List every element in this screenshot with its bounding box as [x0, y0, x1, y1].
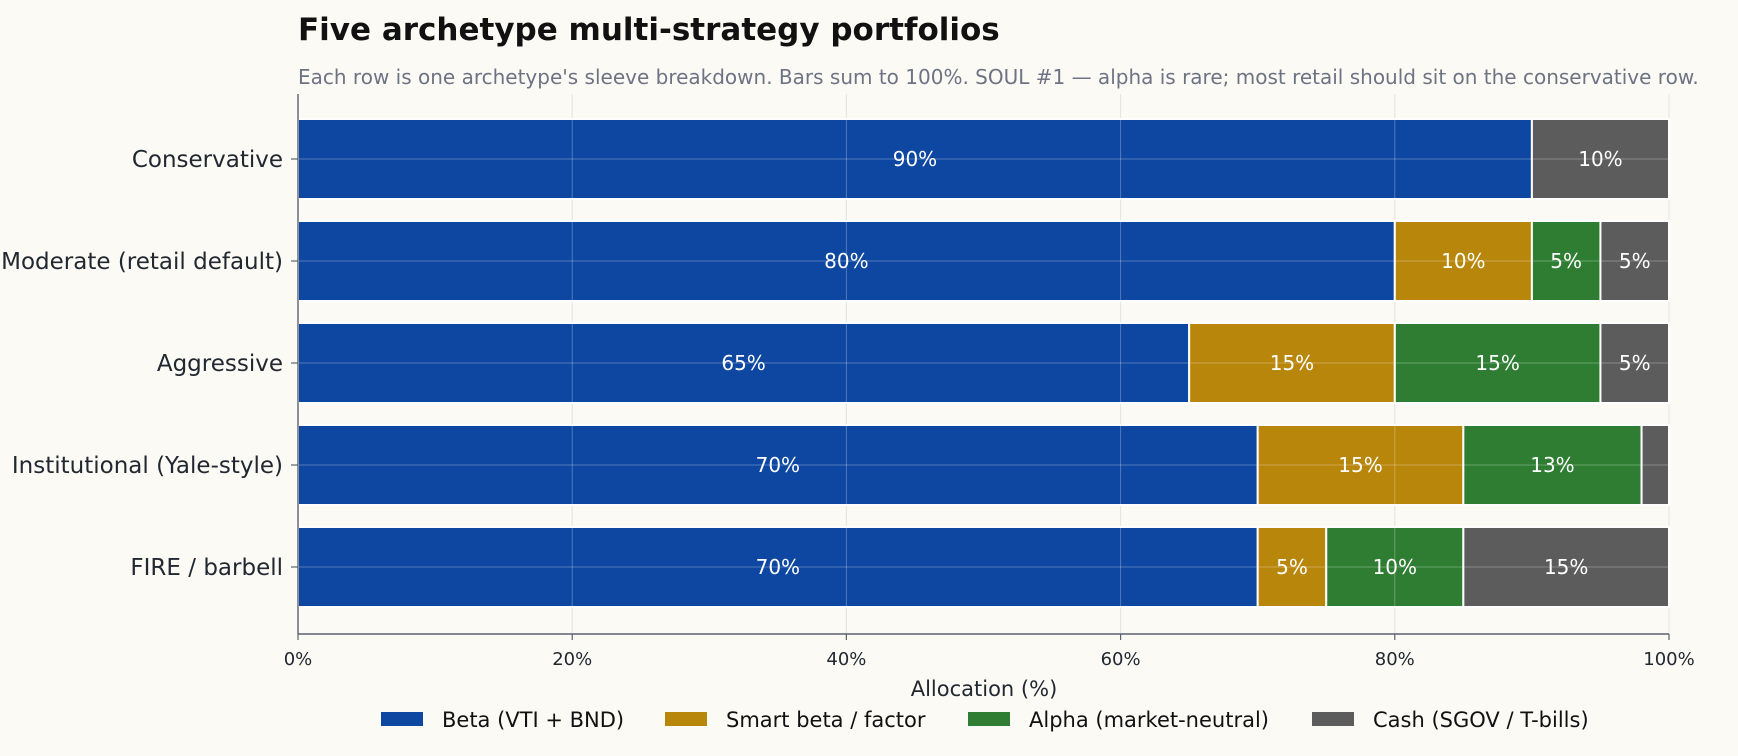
legend-swatch — [968, 712, 1010, 726]
x-tick-label: 100% — [1643, 649, 1694, 670]
bar-segment — [1599, 220, 1670, 302]
bar-value-label: 15% — [1338, 453, 1382, 477]
bar-value-labels: 90% 10% 80% 10% 5% 5% 65% 15% 15% 5% 70% 15% 13% 70% 5… — [721, 147, 1650, 579]
bar-value-label: 5% — [1619, 351, 1651, 375]
bar-value-label: 70% — [756, 453, 800, 477]
bar-value-label: 13% — [1530, 453, 1574, 477]
bar-segment — [297, 424, 1259, 506]
bar-segment — [1640, 424, 1670, 506]
bar-segment — [1530, 220, 1602, 302]
legend-swatch — [381, 712, 423, 726]
chart-subtitle: Each row is one archetype's sleeve break… — [298, 65, 1699, 89]
bar-segment — [1256, 424, 1465, 506]
x-tick-label: 20% — [552, 649, 592, 670]
category-label: FIRE / barbell — [130, 555, 283, 581]
bar-value-label: 90% — [893, 147, 937, 171]
x-tick-label: 80% — [1375, 649, 1415, 670]
chart-title: Five archetype multi-strategy portfolios — [298, 12, 1000, 48]
bars — [297, 118, 1671, 608]
bar-value-label: 80% — [824, 249, 868, 273]
legend-label: Smart beta / factor — [726, 708, 926, 732]
x-tick-label: 40% — [826, 649, 866, 670]
bar-segment — [297, 118, 1533, 200]
legend-swatch — [1312, 712, 1354, 726]
bar-segment — [1462, 424, 1643, 506]
bar-segment — [1599, 322, 1670, 404]
category-label: Conservative — [132, 147, 283, 173]
bar-value-label: 5% — [1276, 555, 1308, 579]
bar-segment — [1530, 118, 1671, 200]
bar-segment — [1325, 526, 1465, 608]
bar-segment — [297, 322, 1191, 404]
category-label: Institutional (Yale-style) — [12, 453, 283, 479]
legend-swatch — [665, 712, 707, 726]
bar-value-label: 10% — [1373, 555, 1417, 579]
legend-label: Beta (VTI + BND) — [442, 708, 624, 732]
bar-segment — [1462, 526, 1670, 608]
bar-value-label: 15% — [1270, 351, 1314, 375]
bar-value-label: 5% — [1619, 249, 1651, 273]
category-label: Moderate (retail default) — [1, 249, 283, 275]
axes — [291, 94, 1670, 640]
x-tick-labels: 0% 20% 40% 60% 80% 100% — [284, 649, 1695, 670]
category-label: Aggressive — [157, 351, 283, 377]
x-tick-label: 0% — [284, 649, 313, 670]
bar-value-label: 15% — [1544, 555, 1588, 579]
x-axis-title: Allocation (%) — [911, 677, 1058, 701]
bar-value-label: 10% — [1441, 249, 1485, 273]
legend-label: Cash (SGOV / T-bills) — [1373, 708, 1589, 732]
legend: Beta (VTI + BND) Smart beta / factor Alpha… — [381, 708, 1589, 732]
bar-segment — [1393, 220, 1533, 302]
bar-value-label: 10% — [1578, 147, 1622, 171]
bar-value-label: 15% — [1475, 351, 1519, 375]
category-labels: Conservative Moderate (retail default) Agg… — [1, 147, 283, 581]
bar-value-label: 5% — [1550, 249, 1582, 273]
bar-value-label: 70% — [756, 555, 800, 579]
legend-label: Alpha (market-neutral) — [1029, 708, 1269, 732]
bar-value-label: 65% — [721, 351, 765, 375]
bar-segment — [1188, 322, 1396, 404]
x-tick-label: 60% — [1101, 649, 1141, 670]
bar-segment — [1393, 322, 1602, 404]
